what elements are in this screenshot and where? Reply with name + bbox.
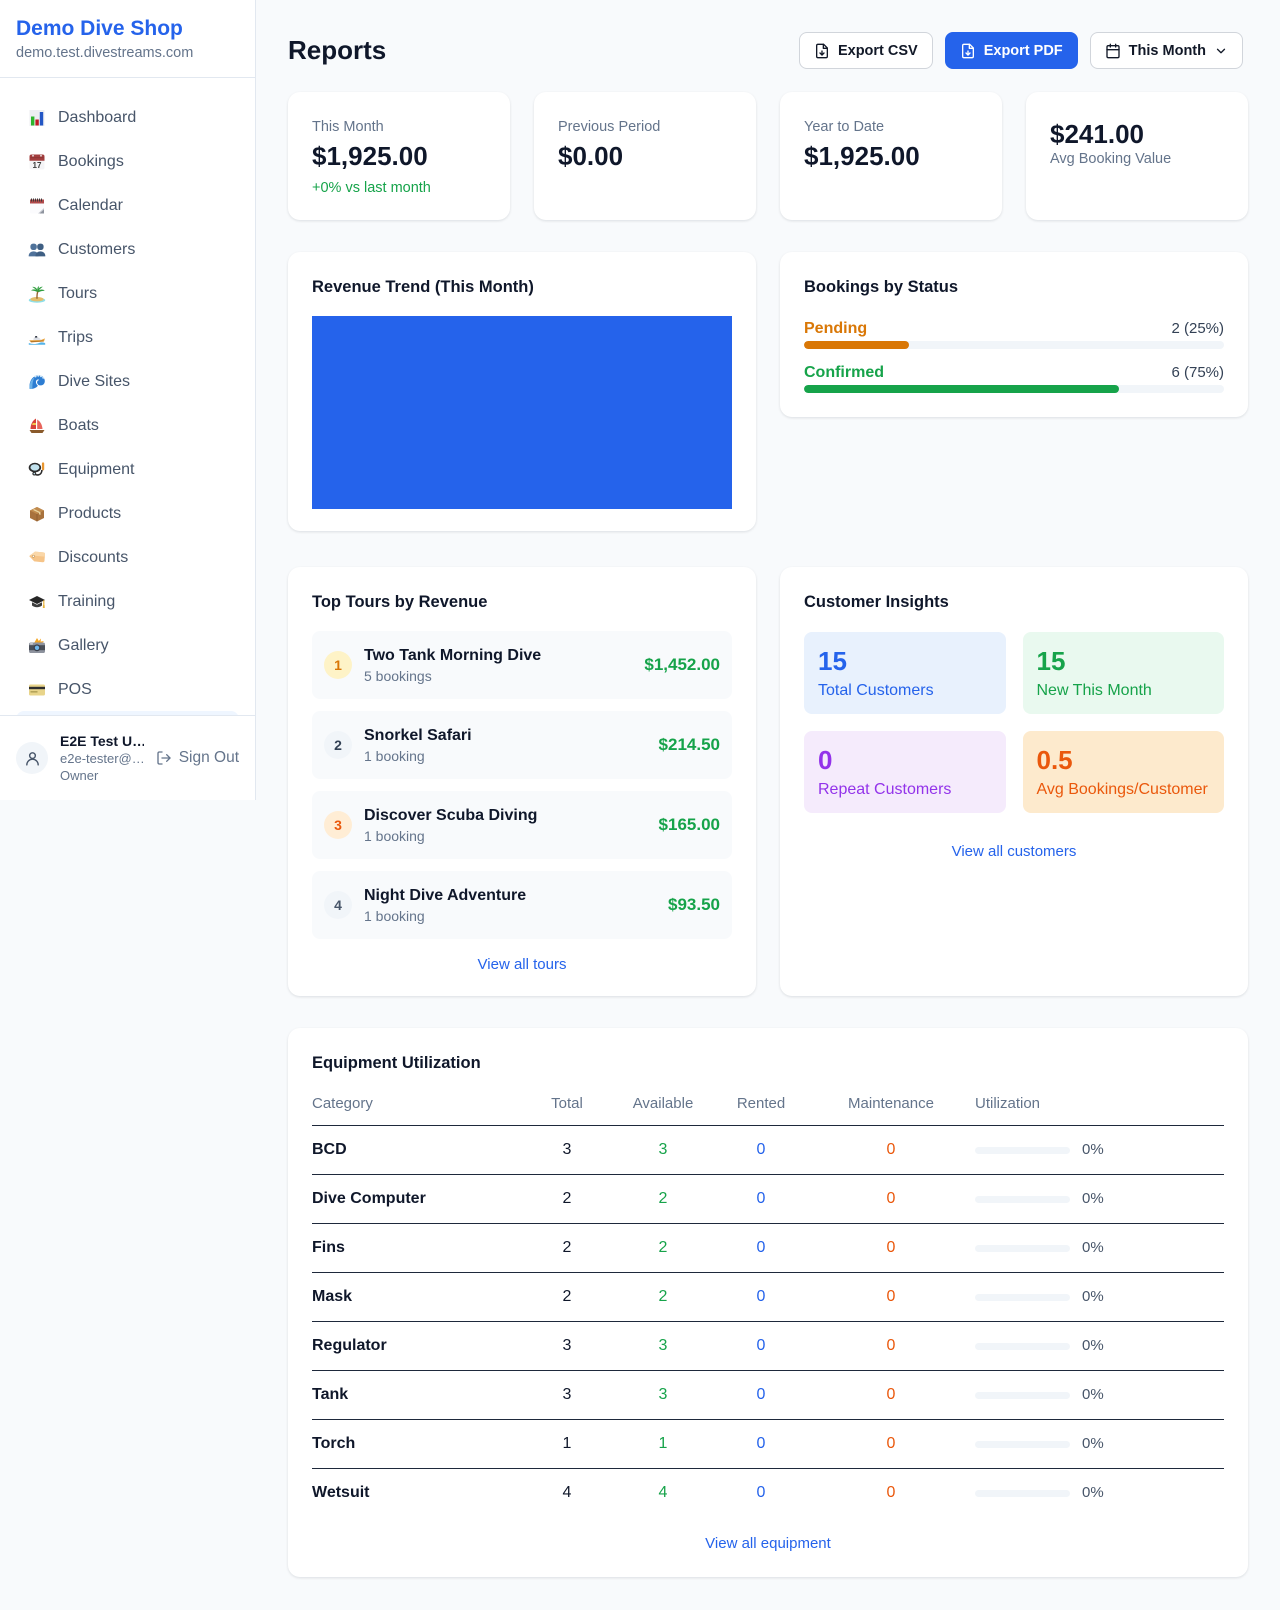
svg-text:17: 17 [33,161,42,170]
